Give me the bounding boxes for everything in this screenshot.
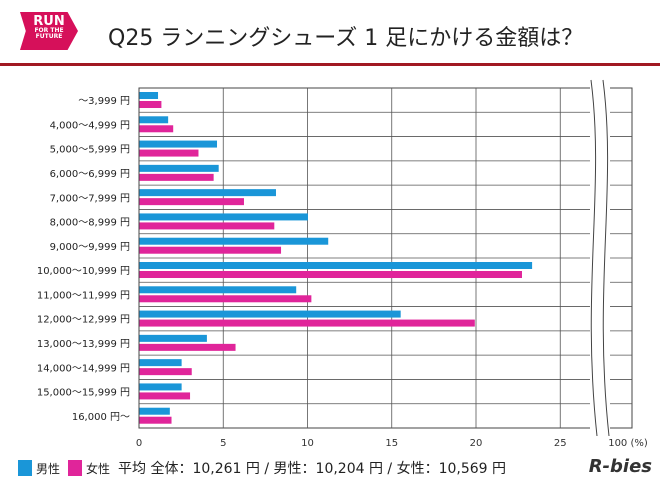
category-label: 16,000 円～ [72,412,130,423]
female-bar [139,319,475,327]
male-bar [139,359,182,367]
x-tick-label: 20 [470,438,483,449]
category-label: 7,000～7,999 円 [50,193,130,204]
male-bar [139,164,219,172]
category-label: 14,000～14,999 円 [37,363,130,374]
category-label: 4,000～4,999 円 [50,120,130,131]
category-label: 5,000～5,999 円 [50,145,130,156]
category-label: 12,000～12,999 円 [37,315,130,326]
average-text: 平均 全体：10,261 円 / 男性：10,204 円 / 女性：10,569… [118,461,507,477]
male-bar [139,383,182,391]
page-title: Q25 ランニングシューズ 1 足にかける金額は？ [108,26,584,51]
category-label: 10,000～10,999 円 [37,266,130,277]
female-bar [139,392,191,400]
axis-break-line [602,79,610,437]
female-bar [139,295,312,303]
x-tick-label: 5 [220,438,226,449]
category-label: 8,000～8,999 円 [50,218,130,229]
axis-break-gap [590,80,610,436]
category-label: ～3,999 円 [78,96,130,107]
male-bar [139,237,329,245]
x-tick-label: 15 [385,438,398,449]
category-label: 13,000～13,999 円 [37,339,130,350]
male-bar [139,140,218,148]
female-swatch [68,460,83,476]
logo-line3: FUTURE [35,33,63,40]
male-bar [139,310,401,318]
x-tick-label: 100 (%) [608,438,648,449]
female-bar [139,416,172,424]
category-label: 11,000～11,999 円 [37,290,130,301]
legend: 男性 女性 平均 全体：10,261 円 / 男性：10,204 円 / 女性：… [18,458,506,478]
female-bar [139,271,522,278]
male-bar [139,407,170,415]
male-bar [139,262,533,269]
category-label: 9,000～9,999 円 [50,242,130,253]
male-bar [139,286,297,294]
male-bar [139,116,169,124]
male-bar [139,213,308,221]
male-bar [139,189,276,197]
title-divider [0,63,660,66]
run-for-the-future-logo: RUN FOR THE FUTURE [20,12,78,50]
logo-line1: RUN [33,14,65,29]
bar-chart: ～3,999 円 4,000～4,999 円 5,000～5,999 円 6,000～… [37,79,648,449]
female-bar [139,222,275,230]
female-bar [139,368,192,376]
legend-female: 女性 [86,461,111,476]
r-bies-logo: R-bies [588,456,652,477]
female-bar [139,173,214,181]
male-bar [139,334,207,342]
x-tick-label: 0 [136,438,142,449]
female-bar [139,198,244,206]
category-label: 15,000～15,999 円 [37,388,130,399]
female-bar [139,149,199,157]
legend-male: 男性 [36,461,61,476]
male-swatch [18,460,32,476]
female-bar [139,101,162,108]
male-bar [139,92,159,99]
axis-break-line [590,79,598,437]
category-label: 6,000～6,999 円 [50,169,130,180]
female-bar [139,343,236,351]
x-tick-label: 25 [554,438,567,449]
logo-line2: FOR THE [34,27,64,34]
female-bar [139,125,174,133]
female-bar [139,246,282,254]
x-tick-label: 10 [301,438,314,449]
